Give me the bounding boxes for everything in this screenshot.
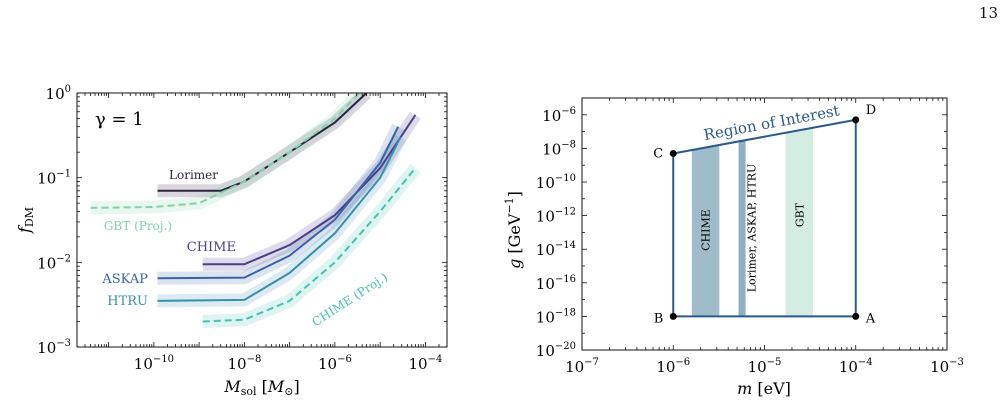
right-ytick-label-2: 10−10	[536, 173, 576, 192]
left-ytick-label-3: 10−3	[37, 338, 71, 357]
right-ytick-label-1: 10−8	[542, 139, 576, 158]
series-line-0	[157, 93, 368, 192]
point-A	[852, 312, 860, 320]
right-xlabel: m [eV]	[737, 379, 791, 398]
right-ytick-label-5: 10−16	[536, 274, 576, 293]
band-2	[785, 119, 813, 317]
series-label-4: HTRU	[107, 294, 148, 309]
left-xtick-label-1: 10−8	[227, 354, 261, 373]
left-ytick-label-1: 10−1	[37, 169, 71, 188]
right-xtick-label-1: 10−6	[656, 357, 690, 376]
left-xtick-label-2: 10−6	[318, 354, 352, 373]
series-label-2: CHIME	[187, 240, 236, 255]
point-label-D: D	[866, 103, 876, 118]
series-line-5	[202, 167, 417, 323]
left-xtick-label-3: 10−4	[408, 354, 442, 373]
point-D	[852, 116, 860, 124]
region-label: Region of Interest	[702, 101, 841, 144]
series-line-1	[90, 93, 361, 209]
point-label-A: A	[865, 311, 876, 326]
gamma-annotation: γ = 1	[95, 109, 144, 130]
series-label-0: Lorimer	[169, 168, 218, 182]
right-ytick-label-7: 10−20	[536, 341, 576, 360]
series-label-1: GBT (Proj.)	[104, 219, 172, 233]
right-xtick-label-4: 10−3	[930, 357, 964, 376]
right-ylabel: g [GeV−1]	[503, 191, 524, 269]
band-label-2: GBT	[793, 202, 806, 227]
left-xtick-label-0: 10−10	[134, 354, 174, 373]
series-line-2	[202, 114, 417, 266]
left-plot-frame	[76, 92, 448, 348]
right-ytick-label-3: 10−12	[536, 207, 576, 226]
band-label-1: Lorimer, ASKAP, HTRU	[746, 164, 759, 293]
right-ytick-label-6: 10−18	[536, 307, 576, 326]
band-0	[691, 119, 720, 317]
point-C	[669, 149, 677, 157]
right-ytick-label-4: 10−14	[536, 240, 576, 259]
left-ytick-label-0: 100	[46, 84, 71, 103]
right-xtick-label-0: 10−7	[565, 357, 599, 376]
series-line-3	[157, 126, 400, 280]
left-xlabel: Msol [M⊙]	[223, 377, 299, 398]
band-label-0: CHIME	[700, 209, 713, 251]
right-xtick-label-2: 10−5	[748, 357, 782, 376]
point-label-B: B	[654, 311, 664, 326]
point-label-C: C	[653, 146, 663, 161]
right-ytick-label-0: 10−6	[542, 106, 576, 125]
right-xtick-label-3: 10−4	[839, 357, 873, 376]
series-label-3: ASKAP	[101, 272, 148, 287]
right-diagram: CHIME Lorimer, ASKAP, HTRU GBT A B C D Region …	[503, 97, 964, 398]
page-number: 13	[978, 4, 998, 22]
left-chart: 10−10 10−8 10−6 10−4 100 10−1 10−2 10−3 Lorimer…	[15, 84, 448, 398]
left-ylabel: fDM	[15, 207, 36, 234]
series-line-4	[157, 136, 402, 302]
left-ytick-label-2: 10−2	[37, 253, 71, 272]
band-1	[738, 119, 746, 317]
point-B	[669, 312, 677, 320]
